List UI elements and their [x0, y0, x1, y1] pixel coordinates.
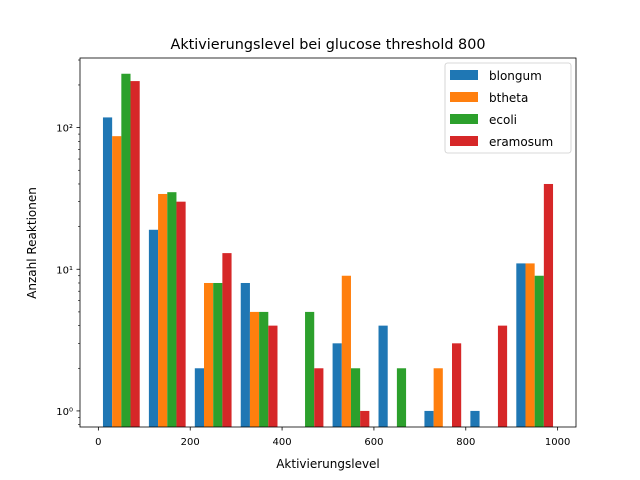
legend: blongum btheta ecoli eramosum — [444, 62, 572, 154]
bar-eramosum — [543, 183, 554, 427]
bar-ecoli — [121, 73, 131, 427]
x-tick-label: 600 — [364, 437, 383, 448]
bar-eramosum — [452, 343, 462, 427]
bar-blongum — [424, 410, 434, 427]
bar-btheta — [433, 368, 443, 427]
bar-blongum — [470, 410, 480, 427]
bar-ecoli — [534, 275, 544, 427]
x-axis-label: Aktivierungslevel — [276, 457, 380, 471]
chart-title: Aktivierungslevel bei glucose threshold … — [170, 37, 485, 53]
bar-ecoli — [305, 311, 315, 427]
legend-label-blongum: blongum — [489, 69, 542, 83]
bar-blongum — [516, 263, 526, 427]
bar-eramosum — [360, 410, 370, 427]
bar-btheta — [112, 136, 122, 428]
bar-blongum — [378, 325, 388, 427]
bar-blongum — [194, 368, 204, 427]
bar-btheta — [249, 311, 260, 427]
bar-blongum — [102, 117, 113, 428]
bar-ecoli — [167, 192, 177, 427]
y-tick-label: 10² — [56, 124, 73, 135]
bar-blongum — [240, 282, 250, 427]
bar-btheta — [525, 263, 535, 427]
plot-frame — [79, 57, 577, 428]
bar-ecoli — [213, 282, 223, 427]
x-tick-label: 400 — [273, 437, 292, 448]
x-tick-label: 800 — [456, 437, 475, 448]
y-axis: 10⁰ 10¹ 10² — [56, 59, 80, 425]
bar-eramosum — [268, 325, 278, 427]
legend-label-ecoli: ecoli — [489, 113, 517, 127]
legend-box — [444, 62, 572, 154]
bar-ecoli — [259, 311, 269, 427]
x-axis: 0 200 400 600 800 1000 — [95, 427, 570, 448]
bar-blongum — [332, 343, 342, 427]
x-tick-label: 200 — [181, 437, 200, 448]
bar-eramosum — [222, 253, 232, 427]
bar-btheta — [158, 193, 168, 427]
bar-blongum — [148, 229, 159, 427]
y-axis-label: Anzahl Reaktionen — [25, 187, 39, 299]
bar-ecoli — [396, 368, 407, 427]
bar-eramosum — [497, 325, 508, 427]
bar-btheta — [341, 275, 351, 427]
y-tick-label: 10¹ — [56, 265, 73, 276]
x-tick-label: 0 — [95, 437, 101, 448]
legend-swatch-blongum — [450, 70, 478, 80]
bar-ecoli — [350, 368, 361, 427]
legend-swatch-eramosum — [450, 136, 478, 146]
bar-eramosum — [314, 368, 324, 427]
bar-eramosum — [176, 201, 186, 427]
legend-label-eramosum: eramosum — [489, 135, 553, 149]
y-tick-label: 10⁰ — [56, 407, 73, 418]
bar-btheta — [204, 282, 214, 427]
legend-swatch-btheta — [450, 92, 478, 102]
x-tick-label: 1000 — [545, 437, 570, 448]
bar-eramosum — [130, 81, 140, 427]
legend-swatch-ecoli — [450, 114, 478, 124]
bars-group — [102, 73, 554, 428]
legend-label-btheta: btheta — [489, 91, 528, 105]
